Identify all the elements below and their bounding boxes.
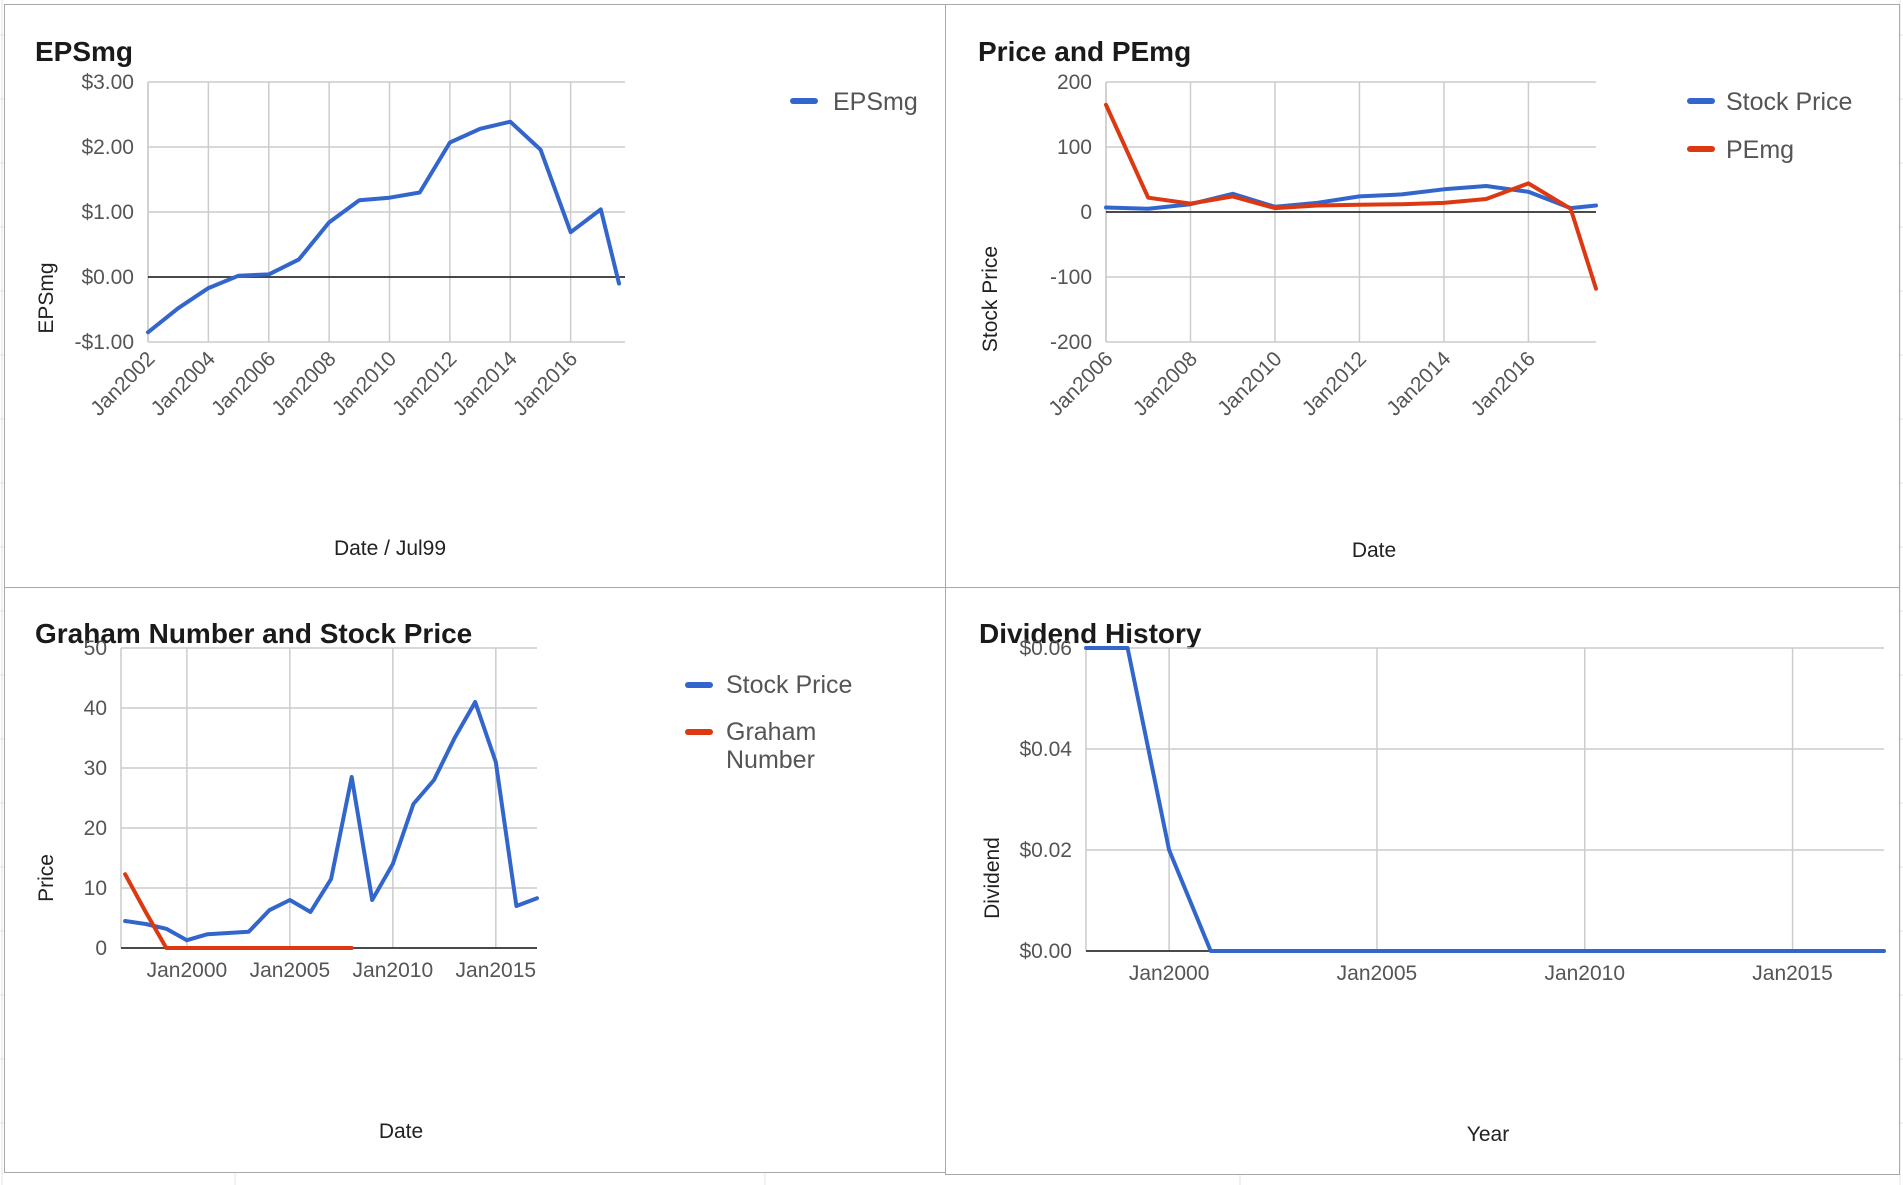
y-tick-labels: $3.00 $2.00 $1.00 $0.00 -$1.00 bbox=[74, 71, 134, 354]
chart-title: Price and PEmg bbox=[978, 36, 1191, 67]
legend[interactable]: EPSmg bbox=[790, 88, 918, 116]
series-line-pemg bbox=[1104, 102, 1598, 291]
chart-panel-graham[interactable]: Graham Number and Stock Price 50 40 30 20 10… bbox=[4, 587, 947, 1173]
x-tick-label: Jan2010 bbox=[1544, 962, 1625, 985]
y-axis-title: Dividend bbox=[981, 837, 1004, 919]
x-tick-labels: Jan2000 Jan2005 Jan2010 Jan2015 bbox=[147, 959, 536, 982]
plot-grid bbox=[1085, 647, 1884, 952]
y-tick-label: $0.06 bbox=[1019, 637, 1072, 660]
x-tick-label: Jan2006 bbox=[207, 347, 280, 420]
legend-label-pemg[interactable]: PEmg bbox=[1726, 136, 1794, 164]
x-tick-label: Jan2014 bbox=[449, 347, 522, 420]
y-tick-label: 200 bbox=[1057, 71, 1092, 94]
y-tick-label: 50 bbox=[84, 637, 107, 660]
series-lines bbox=[1104, 102, 1598, 291]
x-axis-title: Date bbox=[1352, 539, 1396, 562]
y-tick-label: $3.00 bbox=[81, 71, 134, 94]
x-tick-label: Jan2016 bbox=[1467, 347, 1540, 420]
y-tick-label: $1.00 bbox=[81, 201, 134, 224]
x-tick-label: Jan2014 bbox=[1382, 347, 1455, 420]
y-tick-label: $0.04 bbox=[1019, 738, 1072, 761]
x-tick-label: Jan2005 bbox=[250, 959, 331, 982]
series-line-stock-price bbox=[123, 700, 539, 943]
y-tick-label: 20 bbox=[84, 817, 107, 840]
y-tick-label: $0.00 bbox=[81, 266, 134, 289]
chart-epsmg: EPSmg $3.00 $2.00 $1.00 $0.00 -$1.00 Jan2002… bbox=[35, 36, 918, 560]
plot-grid bbox=[120, 647, 537, 949]
x-tick-label: Jan2005 bbox=[1337, 962, 1418, 985]
legend-label-graham-number[interactable]: Graham Number bbox=[726, 718, 823, 774]
x-tick-label: Jan2012 bbox=[1298, 347, 1371, 420]
chart-title: EPSmg bbox=[35, 36, 133, 67]
y-axis-title: EPSmg bbox=[35, 262, 58, 333]
x-tick-label: Jan2012 bbox=[388, 347, 461, 420]
x-tick-labels: Jan2000 Jan2005 Jan2010 Jan2015 bbox=[1129, 962, 1833, 985]
x-tick-labels: Jan2002Jan2004Jan2006Jan2008Jan2010Jan20… bbox=[86, 347, 582, 420]
x-tick-label: Jan2006 bbox=[1044, 347, 1117, 420]
chart-graham: Graham Number and Stock Price 50 40 30 20 10… bbox=[35, 618, 852, 1143]
legend-label-stock-price[interactable]: Stock Price bbox=[1726, 88, 1852, 116]
x-axis-title: Year bbox=[1467, 1123, 1509, 1146]
legend-label-graham-line2: Number bbox=[726, 746, 815, 774]
x-tick-label: Jan2010 bbox=[328, 347, 401, 420]
y-tick-label: 40 bbox=[84, 697, 107, 720]
x-tick-label: Jan2008 bbox=[1129, 347, 1202, 420]
y-tick-label: -100 bbox=[1050, 266, 1092, 289]
y-tick-label: $2.00 bbox=[81, 136, 134, 159]
legend-label-epsmg[interactable]: EPSmg bbox=[833, 88, 918, 116]
y-tick-label: 10 bbox=[84, 877, 107, 900]
x-tick-labels: Jan2006 Jan2008 Jan2010 Jan2012 Jan2014 Jan20… bbox=[1044, 347, 1540, 420]
y-axis-title: Stock Price bbox=[979, 246, 1002, 352]
series-line-epsmg bbox=[146, 119, 621, 335]
series-lines bbox=[1084, 646, 1886, 953]
plot-grid bbox=[1105, 81, 1596, 343]
y-tick-label: $0.00 bbox=[1019, 940, 1072, 963]
chart-panel-epsmg[interactable]: EPSmg $3.00 $2.00 $1.00 $0.00 -$1.00 Jan2002… bbox=[4, 4, 947, 588]
x-axis-title: Date / Jul99 bbox=[334, 537, 446, 560]
x-tick-label: Jan2002 bbox=[86, 347, 159, 420]
y-tick-labels: 50 40 30 20 10 0 bbox=[84, 637, 107, 960]
chart-dividend: Dividend History $0.06 $0.04 $0.02 $0.00 Ja… bbox=[979, 618, 1886, 1146]
y-tick-labels: 200 100 0 -100 -200 bbox=[1050, 71, 1092, 354]
chart-title: Graham Number and Stock Price bbox=[35, 618, 472, 649]
series-line-series-1 bbox=[1084, 646, 1886, 953]
legend-label-graham-line1: Graham bbox=[726, 718, 816, 746]
legend[interactable]: Stock Price Graham Number bbox=[685, 671, 852, 774]
x-tick-label: Jan2015 bbox=[1752, 962, 1833, 985]
plot-grid bbox=[147, 81, 625, 343]
y-tick-label: 0 bbox=[95, 937, 107, 960]
y-tick-label: -200 bbox=[1050, 331, 1092, 354]
legend-label-stock-price[interactable]: Stock Price bbox=[726, 671, 852, 699]
series-lines bbox=[146, 119, 621, 335]
x-axis-title: Date bbox=[379, 1120, 423, 1143]
x-tick-label: Jan2010 bbox=[1213, 347, 1286, 420]
x-tick-label: Jan2000 bbox=[147, 959, 228, 982]
x-tick-label: Jan2015 bbox=[456, 959, 537, 982]
x-tick-label: Jan2004 bbox=[147, 347, 220, 420]
series-line-graham-number bbox=[123, 872, 354, 950]
y-tick-labels: $0.06 $0.04 $0.02 $0.00 bbox=[1019, 637, 1072, 963]
chart-panel-price-pemg[interactable]: Price and PEmg 200 100 0 -100 -200 Jan2006 Ja… bbox=[945, 4, 1900, 588]
legend[interactable]: Stock Price PEmg bbox=[1687, 88, 1852, 164]
y-tick-label: 30 bbox=[84, 757, 107, 780]
x-tick-label: Jan2016 bbox=[509, 347, 582, 420]
series-lines bbox=[123, 700, 539, 950]
x-tick-label: Jan2008 bbox=[267, 347, 340, 420]
x-tick-label: Jan2000 bbox=[1129, 962, 1210, 985]
y-tick-label: 0 bbox=[1080, 201, 1092, 224]
chart-panel-dividend[interactable]: Dividend History $0.06 $0.04 $0.02 $0.00 Ja… bbox=[945, 587, 1900, 1175]
y-tick-label: $0.02 bbox=[1019, 839, 1072, 862]
x-tick-label: Jan2010 bbox=[353, 959, 434, 982]
chart-title: Dividend History bbox=[979, 618, 1202, 649]
y-tick-label: -$1.00 bbox=[74, 331, 134, 354]
y-axis-title: Price bbox=[35, 854, 58, 902]
y-tick-label: 100 bbox=[1057, 136, 1092, 159]
